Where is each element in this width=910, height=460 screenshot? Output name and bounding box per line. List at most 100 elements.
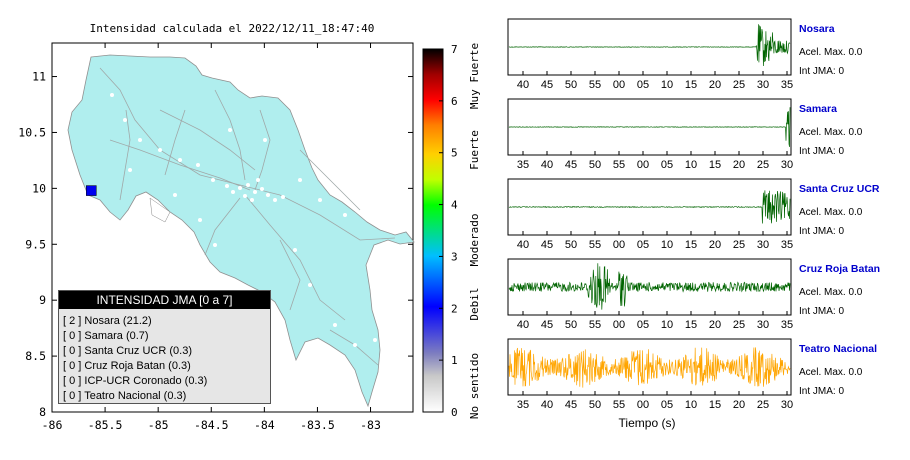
lon-tick-label: -85: [148, 418, 169, 432]
time-tick-label: 00: [637, 399, 649, 411]
time-tick-label: 35: [517, 399, 529, 411]
time-tick-label: 40: [517, 79, 529, 91]
time-tick-label: 55: [613, 399, 625, 411]
lon-tick-label: -84.5: [194, 418, 229, 432]
time-tick-label: 20: [733, 399, 745, 411]
city-points: [110, 93, 377, 347]
station-jma-intensity: Int JMA: 0: [799, 306, 844, 317]
time-tick-label: 05: [637, 79, 649, 91]
time-axis-label: Tiempo (s): [619, 416, 676, 430]
legend-row: [ 0 ] Teatro Nacional (0.3): [63, 390, 187, 402]
colorbar-intensity-words: No sentido Debil Moderado Fuerte Muy Fuerte: [468, 43, 481, 419]
time-tick-label: 55: [613, 159, 625, 171]
colorbar-word: Fuerte: [468, 130, 481, 170]
time-tick-label: 45: [541, 79, 553, 91]
colorbar-word: Muy Fuerte: [468, 43, 481, 109]
time-tick-label: 55: [589, 79, 601, 91]
time-tick-label: 30: [781, 159, 793, 171]
waveform-trace: [508, 263, 791, 310]
time-tick-label: 00: [613, 319, 625, 331]
road-network: [99, 67, 396, 366]
waveform-panel: 35 40 45 50 55 00 05 10 15 20 25 30 Samara Acel. Max.…: [507, 98, 863, 171]
time-tick-label: 25: [733, 319, 745, 331]
waveform-panel: 40 45 50 55 00 05 10 15 20 25 30 35 Cruz Roja Batan A…: [507, 258, 880, 331]
station-jma-intensity: Int JMA: 0: [799, 146, 844, 157]
time-tick-label: 25: [757, 159, 769, 171]
lon-tick-label: -84: [254, 418, 275, 432]
time-tick-label: 50: [565, 239, 577, 251]
time-tick-label: 30: [757, 239, 769, 251]
time-tick-label: 25: [757, 399, 769, 411]
time-tick-label: 50: [589, 399, 601, 411]
station-name: Samara: [799, 103, 837, 115]
time-tick-label: 30: [781, 399, 793, 411]
colorbar-tick-label: 1: [451, 354, 458, 367]
waveform-panel: 40 45 50 55 00 05 10 15 20 25 30 35 Santa Cruz UCR Ac…: [507, 178, 880, 251]
lat-tick-label: 9.5: [25, 237, 46, 251]
station-max-accel: Acel. Max. 0.0: [799, 127, 863, 138]
time-tick-label: 40: [541, 159, 553, 171]
time-tick-label: 45: [565, 159, 577, 171]
colorbar-tick-label: 7: [451, 43, 458, 56]
time-tick-label: 55: [589, 319, 601, 331]
colorbar-word: Debil: [468, 287, 481, 320]
time-tick-label: 35: [781, 239, 793, 251]
colorbar-word: No sentido: [468, 353, 481, 419]
time-tick-label: 20: [709, 319, 721, 331]
legend-header: INTENSIDAD JMA [0 a 7]: [59, 291, 270, 309]
intensity-legend: INTENSIDAD JMA [0 a 7] [ 2 ] Nosara (21.…: [58, 290, 271, 404]
lon-tick-label: -86: [42, 418, 63, 432]
legend-row: [ 2 ] Nosara (21.2): [63, 315, 152, 327]
legend-row: [ 0 ] ICP-UCR Coronado (0.3): [63, 375, 208, 387]
colorbar-word: Moderado: [468, 214, 481, 267]
station-jma-intensity: Int JMA: 0: [799, 386, 844, 397]
time-tick-label: 25: [733, 79, 745, 91]
time-tick-label: 50: [565, 319, 577, 331]
map-title: Intensidad calculada el 2022/12/11_18:47…: [89, 22, 375, 35]
time-tick-label: 05: [637, 319, 649, 331]
time-tick-label: 55: [589, 239, 601, 251]
waveform-trace: [508, 24, 791, 67]
latitude-axis: 11 10.5 10 9.5 9 8.5 8: [18, 70, 413, 419]
colorbar-tick-label: 4: [451, 199, 458, 212]
waveform-trace: [508, 347, 791, 388]
time-tick-label: 45: [541, 319, 553, 331]
time-tick-label: 15: [685, 319, 697, 331]
station-name: Nosara: [799, 23, 835, 35]
waveform-panels: 40 45 50 55 00 05 10 15 20 25 30 35 Nosara Acel. Max.…: [507, 18, 880, 411]
time-tick-label: 20: [709, 79, 721, 91]
time-tick-label: 15: [685, 239, 697, 251]
colorbar-ticks: 0 1 2 3 4 5 6 7: [439, 43, 458, 419]
station-jma-intensity: Int JMA: 0: [799, 226, 844, 237]
lat-tick-label: 10: [32, 181, 46, 195]
time-tick-label: 10: [661, 319, 673, 331]
waveform-panel: 40 45 50 55 00 05 10 15 20 25 30 35 Nosara Acel. Max.…: [507, 18, 863, 91]
nosara-station-marker: [86, 185, 97, 196]
time-tick-label: 05: [661, 159, 673, 171]
time-tick-label: 30: [757, 319, 769, 331]
time-tick-label: 35: [781, 79, 793, 91]
time-tick-label: 20: [709, 239, 721, 251]
waveform-frame: [507, 258, 792, 316]
time-tick-label: 40: [541, 399, 553, 411]
time-tick-label: 00: [613, 79, 625, 91]
colorbar-tick-label: 3: [451, 250, 458, 263]
legend-row: [ 0 ] Cruz Roja Batan (0.3): [63, 360, 191, 372]
waveform-trace: [508, 107, 791, 147]
time-tick-label: 45: [565, 399, 577, 411]
time-tick-label: 35: [517, 159, 529, 171]
time-tick-label: 15: [685, 79, 697, 91]
longitude-axis: -86 -85.5 -85 -84.5 -84 -83.5 -83: [42, 43, 381, 432]
time-tick-label: 05: [661, 399, 673, 411]
lat-tick-label: 8: [39, 405, 46, 419]
lat-tick-label: 8.5: [25, 349, 46, 363]
station-jma-intensity: Int JMA: 0: [799, 66, 844, 77]
station-name: Teatro Nacional: [799, 343, 877, 355]
gulf-detail: [149, 197, 171, 223]
station-name: Cruz Roja Batan: [799, 263, 880, 275]
time-tick-label: 25: [733, 239, 745, 251]
lat-tick-label: 11: [32, 70, 46, 84]
station-max-accel: Acel. Max. 0.0: [799, 207, 863, 218]
time-tick-label: 40: [517, 319, 529, 331]
